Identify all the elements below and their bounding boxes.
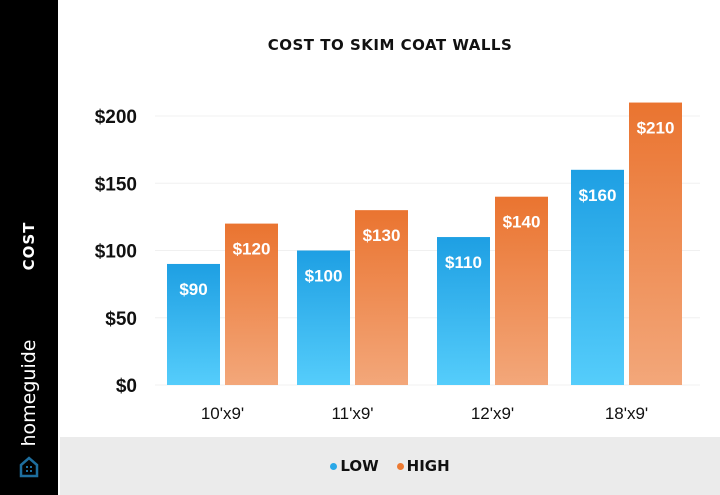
data-label: $140	[503, 213, 541, 232]
bar-high	[495, 196, 548, 385]
legend: LOW HIGH	[60, 437, 720, 495]
y-tick-label: $100	[95, 242, 137, 263]
data-label: $160	[579, 186, 617, 205]
y-tick-label: $50	[105, 309, 137, 330]
y-tick-label: $150	[95, 174, 137, 195]
sidebar: COST homeguide	[0, 0, 58, 495]
legend-label-high: HIGH	[406, 457, 450, 475]
data-label: $90	[179, 280, 207, 299]
y-tick-label: $0	[116, 376, 137, 397]
legend-item-low: LOW	[330, 457, 379, 475]
house-logo-icon	[19, 456, 39, 478]
chart-title: COST TO SKIM COAT WALLS	[267, 36, 513, 54]
x-tick-label: 18'x9'	[605, 404, 648, 423]
data-label: $120	[233, 240, 271, 259]
bar-high	[355, 210, 408, 385]
bar-high	[629, 102, 682, 386]
data-label: $210	[637, 119, 675, 138]
data-label: $100	[305, 267, 343, 286]
data-label: $130	[363, 226, 401, 245]
legend-dot-low	[330, 462, 338, 470]
bar-low	[571, 169, 624, 385]
x-tick-label: 11'x9'	[331, 404, 373, 423]
bar-low	[167, 263, 220, 385]
x-tick-label: 12'x9'	[471, 404, 514, 423]
legend-dot-high	[396, 462, 404, 470]
legend-label-low: LOW	[340, 457, 379, 475]
bar-low	[297, 250, 350, 385]
legend-item-high: HIGH	[396, 457, 450, 475]
bar-low	[437, 237, 490, 385]
bar-high	[225, 223, 278, 385]
y-tick-label: $200	[95, 107, 137, 128]
data-label: $110	[445, 253, 482, 272]
x-tick-label: 10'x9'	[201, 404, 244, 423]
